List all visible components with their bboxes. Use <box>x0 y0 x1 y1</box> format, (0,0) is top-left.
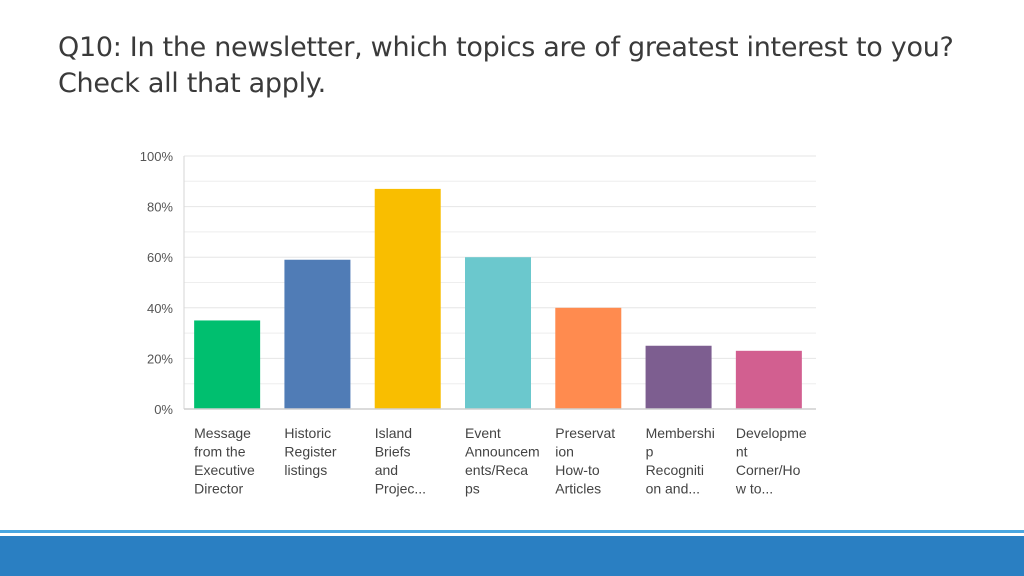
x-tick-label-line: Articles <box>555 481 601 497</box>
bar <box>374 188 441 409</box>
x-tick-label-line: on and... <box>646 481 701 497</box>
x-tick-label-line: Register <box>284 444 336 460</box>
x-tick-label-line: Developme <box>736 425 807 441</box>
x-tick-label: Island Briefs and Projec... <box>375 425 426 497</box>
x-tick-label: Event Announcem ents/Reca ps <box>465 425 540 497</box>
x-tick-label-line: and <box>375 462 398 478</box>
bar <box>465 257 531 409</box>
y-tick-label: 80% <box>147 200 173 215</box>
x-tick-label-line: Historic <box>284 425 331 441</box>
x-tick-label: Preservat ion How-to Articles <box>555 425 615 497</box>
x-tick-label-line: w to... <box>735 481 773 497</box>
x-tick-label-line: Island <box>375 425 412 441</box>
y-tick-label: 20% <box>147 351 173 366</box>
x-tick-label: Developme nt Corner/Ho w to... <box>735 425 807 497</box>
x-tick-label-line: Event <box>465 425 501 441</box>
bar <box>645 345 712 409</box>
bar <box>284 259 351 409</box>
x-tick-label-line: Message <box>194 425 251 441</box>
footer-rule <box>0 530 1024 533</box>
x-tick-label-line: ion <box>555 444 574 460</box>
x-tick-label-line: p <box>646 444 654 460</box>
y-tick-label: 0% <box>154 402 173 417</box>
bar <box>555 307 622 409</box>
x-tick-label-line: Membershi <box>646 425 715 441</box>
x-tick-label: Message from the Executive Director <box>194 425 255 497</box>
x-tick-label-line: listings <box>284 462 327 478</box>
y-tick-label: 60% <box>147 250 173 265</box>
x-tick-label-line: Briefs <box>375 444 411 460</box>
footer-bar <box>0 536 1024 576</box>
x-tick-label-line: Announcem <box>465 444 540 460</box>
x-tick-label-line: Preservat <box>555 425 615 441</box>
bar <box>194 320 261 409</box>
x-tick-label-line: from the <box>194 444 246 460</box>
y-tick-label: 100% <box>140 149 174 164</box>
x-tick-label-line: ps <box>465 481 480 497</box>
x-tick-label-line: Director <box>194 481 243 497</box>
x-tick-label-line: nt <box>736 444 748 460</box>
x-tick-label-line: Executive <box>194 462 255 478</box>
x-tick-label-line: How-to <box>555 462 600 478</box>
x-tick-label-line: Projec... <box>375 481 426 497</box>
slide-title-line-2: Check all that apply. <box>58 68 326 99</box>
x-tick-label: Membershi p Recogniti on and... <box>646 425 715 497</box>
bar-chart: 0% 20% 40% 60% 80% 100% Message from the Executi… <box>140 149 816 497</box>
bar <box>735 350 802 409</box>
x-tick-label-line: Recogniti <box>646 462 704 478</box>
x-tick-label: Historic Register listings <box>284 425 336 478</box>
x-tick-label-line: ents/Reca <box>465 462 528 478</box>
y-tick-label: 40% <box>147 301 173 316</box>
slide-title: Q10: In the newsletter, which topics are… <box>58 30 998 102</box>
slide-title-line-1: Q10: In the newsletter, which topics are… <box>58 32 954 63</box>
x-tick-label-line: Corner/Ho <box>736 462 801 478</box>
